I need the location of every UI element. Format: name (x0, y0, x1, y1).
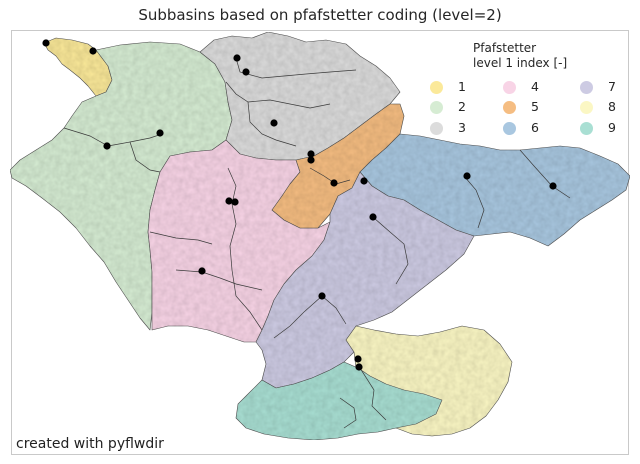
outlet-point (355, 363, 363, 371)
outlet-point (198, 267, 206, 275)
legend-title: Pfafstetter level 1 index [-] (473, 41, 567, 71)
credit-text: created with pyflwdir (16, 436, 164, 452)
outlet-point (318, 292, 326, 300)
outlet-points (42, 39, 557, 371)
legend-label: 5 (531, 99, 539, 114)
outlet-point (103, 142, 111, 150)
legend-label: 8 (608, 99, 616, 114)
legend-label: 6 (531, 120, 539, 135)
map-title: Subbasins based on pfafstetter coding (l… (138, 6, 502, 24)
outlet-point (156, 129, 164, 137)
outlet-point (354, 355, 362, 363)
outlet-point (42, 39, 50, 47)
outlet-point (330, 179, 338, 187)
legend-swatch (580, 122, 593, 135)
outlet-point (89, 47, 97, 55)
subbasin-boundaries (63, 57, 571, 429)
outlet-point (307, 150, 315, 158)
legend-swatch (430, 101, 443, 114)
outlet-point (231, 198, 239, 206)
legend-swatch (503, 81, 516, 94)
legend-label: 4 (531, 79, 539, 94)
legend-swatch (503, 122, 516, 135)
legend-swatch (430, 122, 443, 135)
outlet-point (463, 172, 471, 180)
legend-title-line1: Pfafstetter (473, 41, 537, 55)
legend-label: 9 (608, 120, 616, 135)
legend-swatch (430, 81, 443, 94)
outlet-point (549, 182, 557, 190)
outlet-point (225, 197, 233, 205)
legend-label: 1 (458, 79, 466, 94)
outlet-point (369, 213, 377, 221)
outlet-point (233, 54, 241, 62)
outlet-point (270, 119, 278, 127)
outlet-point (307, 156, 315, 164)
legend-title-line2: level 1 index [-] (473, 56, 568, 70)
subbasin-1 (43, 37, 113, 97)
legend-label: 3 (458, 120, 466, 135)
legend-swatch (580, 101, 593, 114)
outlet-point (360, 177, 368, 185)
legend-label: 7 (608, 79, 616, 94)
legend-swatch (580, 81, 593, 94)
subbasin-9 (235, 361, 443, 441)
legend-label: 2 (458, 99, 466, 114)
legend-swatch (503, 101, 516, 114)
outlet-point (242, 68, 250, 76)
